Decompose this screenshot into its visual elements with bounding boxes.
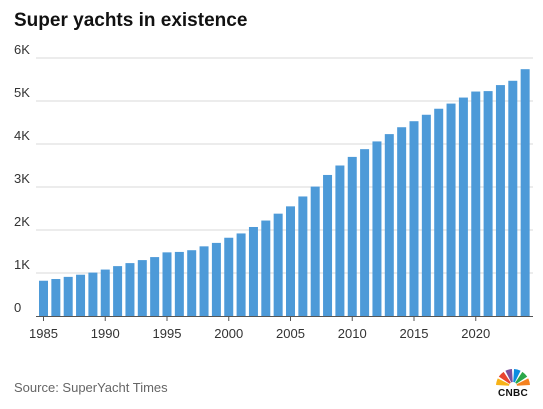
bar xyxy=(421,114,431,316)
x-tick-label: 2010 xyxy=(338,326,367,341)
bar xyxy=(150,257,160,316)
bar xyxy=(360,149,370,316)
bar xyxy=(248,226,258,316)
x-tick-label: 1985 xyxy=(29,326,58,341)
bar xyxy=(88,272,98,316)
bar xyxy=(495,85,505,316)
x-tick-label: 2015 xyxy=(400,326,429,341)
bar xyxy=(434,108,444,317)
bar xyxy=(100,269,110,316)
logo-text: CNBC xyxy=(497,388,529,399)
bar xyxy=(199,246,209,316)
bar xyxy=(310,186,320,316)
bar xyxy=(483,91,493,316)
bar xyxy=(187,250,197,316)
bar xyxy=(409,121,419,317)
bar xyxy=(39,280,48,316)
chart-title: Super yachts in existence xyxy=(14,10,248,31)
peacock-feather xyxy=(505,369,513,383)
bar xyxy=(384,134,394,316)
bar xyxy=(397,127,407,316)
bar xyxy=(224,237,234,316)
peacock-feather xyxy=(515,371,528,384)
bar xyxy=(323,174,333,316)
bar xyxy=(113,266,123,316)
gridlines xyxy=(36,57,533,274)
bar xyxy=(162,252,172,316)
bar xyxy=(51,279,61,316)
y-tick-label: 4K xyxy=(14,128,30,143)
peacock-feather xyxy=(496,378,510,386)
y-tick-label: 6K xyxy=(14,42,30,57)
y-tick-label: 1K xyxy=(14,257,30,272)
cnbc-logo: CNBC xyxy=(491,366,535,402)
x-tick-label: 2020 xyxy=(461,326,490,341)
bar xyxy=(335,165,345,316)
bar xyxy=(298,196,308,316)
bars xyxy=(39,69,530,317)
bar xyxy=(236,233,246,316)
source-note: Source: SuperYacht Times xyxy=(14,380,168,395)
peacock-feather xyxy=(498,371,511,384)
y-axis-ticks: 0 1K 2K 3K 4K 5K 6K xyxy=(14,42,30,315)
x-tick-label: 1990 xyxy=(91,326,120,341)
peacock-icon xyxy=(496,369,530,386)
bar xyxy=(273,213,283,316)
x-tick-label: 2000 xyxy=(214,326,243,341)
x-axis: 1985 1990 1995 2000 2005 2010 2015 2020 xyxy=(29,316,533,341)
y-tick-label: 0 xyxy=(14,300,21,315)
bar xyxy=(76,274,86,316)
bar xyxy=(458,97,468,316)
bar xyxy=(372,141,382,316)
bar xyxy=(508,80,518,316)
y-tick-label: 2K xyxy=(14,214,30,229)
bar xyxy=(446,103,456,316)
y-tick-label: 5K xyxy=(14,85,30,100)
bar xyxy=(286,206,295,316)
x-tick-label: 2005 xyxy=(276,326,305,341)
bar xyxy=(125,263,135,316)
y-tick-label: 3K xyxy=(14,171,30,186)
x-tick-label: 1995 xyxy=(153,326,182,341)
peacock-feather xyxy=(516,378,530,386)
bar xyxy=(63,276,73,316)
peacock-feather xyxy=(513,369,521,383)
bar xyxy=(261,220,271,316)
bar xyxy=(211,242,221,316)
bar xyxy=(137,260,147,316)
bar xyxy=(471,91,481,316)
bar xyxy=(520,69,530,317)
bar xyxy=(347,156,357,316)
bar xyxy=(174,251,184,316)
